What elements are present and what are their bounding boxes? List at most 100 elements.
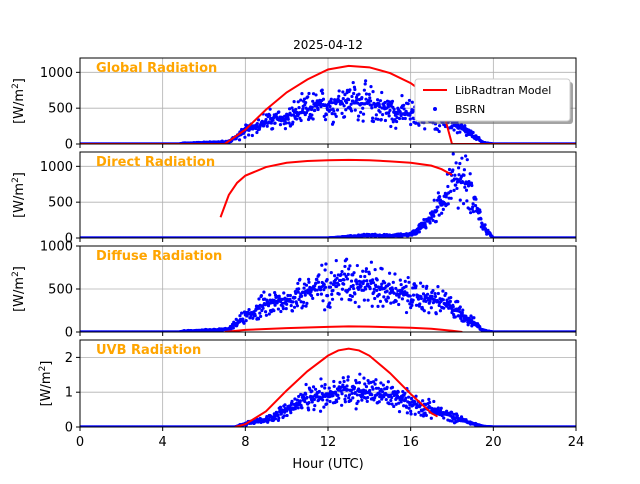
bsrn-point — [328, 285, 333, 289]
bsrn-point — [397, 295, 401, 299]
bsrn-point — [255, 130, 259, 135]
bsrn-point — [284, 307, 288, 311]
bsrn-point — [330, 297, 335, 301]
bsrn-point — [288, 405, 292, 410]
bsrn-point — [256, 317, 261, 321]
bsrn-point — [471, 130, 475, 135]
bsrn-point — [257, 306, 261, 310]
bsrn-point — [387, 282, 391, 286]
bsrn-point — [409, 396, 414, 401]
bsrn-point — [451, 305, 455, 309]
bsrn-point — [349, 398, 353, 402]
bsrn-point — [395, 119, 399, 124]
bsrn-point — [346, 378, 350, 382]
bsrn-point — [421, 284, 425, 288]
bsrn-point — [380, 90, 384, 95]
bsrn-point — [258, 311, 262, 315]
bsrn-point — [386, 105, 390, 109]
bsrn-point — [382, 295, 386, 299]
bsrn-point — [385, 299, 389, 303]
bsrn-point — [380, 113, 385, 117]
bsrn-point — [442, 416, 446, 420]
bsrn-point — [381, 304, 385, 308]
x-tick-label: 16 — [402, 435, 419, 450]
bsrn-point — [342, 272, 347, 276]
bsrn-point — [333, 274, 337, 278]
bsrn-point — [384, 397, 388, 402]
bsrn-point — [442, 306, 446, 310]
bsrn-point — [343, 400, 347, 404]
bsrn-point — [371, 90, 375, 94]
bsrn-point — [370, 304, 374, 308]
bsrn-point — [302, 300, 306, 305]
bsrn-point — [318, 101, 323, 105]
bsrn-point — [374, 113, 378, 117]
bsrn-point — [295, 398, 300, 402]
bsrn-point — [383, 281, 387, 285]
bsrn-point — [375, 288, 379, 293]
bsrn-point — [261, 306, 265, 310]
bsrn-point — [347, 98, 351, 102]
bsrn-point — [335, 276, 339, 280]
bsrn-point — [340, 403, 344, 407]
bsrn-point — [323, 268, 327, 272]
bsrn-point — [376, 98, 380, 102]
bsrn-point — [340, 297, 344, 301]
bsrn-point — [355, 393, 359, 397]
bsrn-point — [353, 300, 357, 304]
bsrn-point — [424, 413, 428, 417]
bsrn-point — [369, 103, 373, 107]
bsrn-point — [247, 133, 251, 137]
bsrn-point — [320, 384, 324, 388]
bsrn-point — [287, 107, 292, 111]
bsrn-point — [357, 381, 362, 385]
bsrn-point — [297, 287, 301, 291]
bsrn-point — [310, 389, 314, 393]
bsrn-point — [371, 281, 376, 285]
bsrn-point — [311, 117, 315, 121]
bsrn-point — [444, 291, 448, 296]
bsrn-point — [435, 198, 440, 202]
bsrn-point — [465, 199, 469, 203]
bsrn-point — [424, 226, 428, 230]
y-axis-label: [W/m2] — [11, 172, 27, 218]
bsrn-point — [345, 277, 350, 281]
bsrn-point — [296, 290, 300, 294]
bsrn-point — [345, 257, 349, 261]
bsrn-point — [339, 272, 343, 277]
bsrn-point — [285, 302, 289, 306]
bsrn-point — [256, 118, 261, 122]
bsrn-point — [458, 161, 462, 166]
bsrn-point — [328, 301, 332, 305]
bsrn-point — [400, 94, 404, 98]
bsrn-point — [368, 287, 372, 291]
bsrn-point — [352, 91, 356, 96]
bsrn-point — [353, 292, 357, 296]
bsrn-point — [329, 97, 333, 101]
bsrn-point — [376, 304, 380, 308]
bsrn-point — [352, 271, 356, 275]
bsrn-point — [268, 113, 272, 118]
bsrn-point — [436, 291, 440, 296]
bsrn-point — [306, 408, 311, 412]
y-tick-label: 500 — [48, 196, 73, 211]
bsrn-point — [311, 296, 315, 301]
y-axis-label-rest: ] — [12, 266, 27, 271]
bsrn-point — [322, 405, 326, 409]
x-tick-label: 20 — [485, 435, 502, 450]
bsrn-point — [436, 406, 440, 410]
bsrn-point — [359, 284, 363, 288]
bsrn-point — [386, 102, 390, 107]
bsrn-point — [383, 118, 388, 123]
bsrn-point — [343, 92, 347, 97]
bsrn-point — [325, 402, 329, 406]
bsrn-point — [374, 378, 378, 382]
bsrn-point — [387, 114, 391, 118]
bsrn-point — [342, 379, 346, 384]
bsrn-point — [422, 309, 426, 313]
bsrn-point — [361, 393, 365, 397]
bsrn-point — [360, 398, 364, 402]
y-tick-label: 500 — [48, 102, 73, 117]
bsrn-point — [253, 314, 257, 318]
